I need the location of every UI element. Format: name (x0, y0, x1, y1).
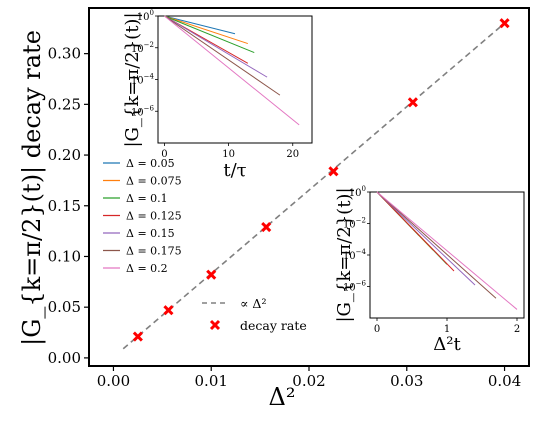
inset1-lines-layer (164, 15, 300, 126)
inset1-ticks: 0 10 20 100 10−2 10−4 10−6 (131, 9, 299, 160)
decay-rate-point (499, 18, 510, 29)
main-legend-decay-label: decay rate (240, 318, 307, 333)
main-y-tick-label: 0.25 (48, 95, 81, 113)
inset2-ticks: 0 1 2 100 10−2 10−4 10−6 (343, 185, 520, 335)
main-y-tick-label: 0.10 (48, 247, 81, 265)
main-x-tick-label: 0.04 (488, 372, 521, 390)
main-y-tick-label: 0.05 (48, 298, 81, 316)
main-legend-decay-swatch (209, 319, 221, 331)
inset2-x-tick-label: 0 (374, 324, 380, 335)
inset2-series-line (376, 191, 518, 310)
decay-rate-point (206, 269, 217, 280)
main-fit-layer (122, 22, 506, 350)
inset2-y-tick-label: 100 (349, 185, 366, 199)
decay-rate-point-stroke (407, 97, 418, 108)
decay-rate-point (163, 305, 174, 316)
series-legend-label: Δ = 0.1 (126, 192, 168, 205)
inset1-frame (157, 15, 313, 144)
inset2-lines-layer (376, 191, 518, 310)
inset1-series-line (164, 15, 236, 35)
inset1-y-axis-title: |G_{k=π/2}(t)| (122, 12, 143, 147)
series-legend-label: Δ = 0.125 (126, 210, 182, 223)
inset1-series-line (164, 15, 281, 96)
series-legend-label: Δ = 0.075 (126, 175, 182, 188)
inset2-y-tick-label: 10−4 (343, 248, 367, 262)
inset2-y-tick-label: 10−6 (343, 280, 367, 294)
inset1-x-axis-title: t/τ (223, 160, 246, 181)
inset1-series-line (164, 15, 300, 126)
inset1-y-tick-label: 10−6 (131, 104, 155, 118)
inset1-series-line (164, 15, 248, 45)
inset1-series-line (164, 15, 255, 54)
inset2-series-line (376, 191, 497, 299)
series-legend-label: Δ = 0.05 (126, 157, 175, 170)
series-legend-label: Δ = 0.175 (126, 245, 182, 258)
decay-rate-point-stroke (163, 305, 174, 316)
main-legend: ∝ Δ² decay rate (202, 296, 307, 333)
decay-rate-point-stroke (206, 269, 217, 280)
main-x-axis-title: Δ² (269, 383, 296, 411)
main-legend-fit-label: ∝ Δ² (240, 296, 266, 311)
inset2-x-axis-title: Δ²t (433, 334, 461, 355)
series-legend: Δ = 0.05 Δ = 0.075 Δ = 0.1 Δ = 0.125 Δ = 0.1… (103, 157, 182, 275)
inset2-series-line (376, 191, 476, 286)
main-y-tick-label: 0.30 (48, 45, 81, 63)
main-points-layer (132, 18, 510, 342)
inset2-x-tick-label: 2 (514, 324, 520, 335)
inset1-x-tick-label: 0 (161, 149, 167, 160)
inset2-y-axis-title: |G_{k=π/2}(t)| (334, 187, 355, 322)
main-x-tick-label: 0.03 (390, 372, 423, 390)
decay-rate-point-stroke (261, 221, 272, 233)
main-x-tick-label: 0.02 (292, 372, 325, 390)
inset2-x-tick-label: 1 (444, 324, 450, 335)
main-ticks: 0.00 0.01 0.02 0.03 0.04 0.00 0.05 0.10 0.15 0.20… (48, 45, 522, 390)
main-y-axis-title: |G_{k=π/2}(t)| decay rate (18, 30, 47, 346)
decay-rate-point (328, 166, 339, 177)
inset1-y-tick-label: 100 (137, 9, 154, 23)
fit-line (122, 22, 506, 350)
decay-rate-point (261, 221, 272, 233)
main-y-tick-label: 0.20 (48, 146, 81, 164)
decay-rate-point (407, 97, 418, 108)
main-x-tick-label: 0.01 (195, 372, 228, 390)
main-x-tick-label: 0.00 (97, 372, 130, 390)
main-y-tick-label: 0.15 (48, 197, 81, 215)
inset1-y-tick-label: 10−2 (131, 41, 154, 55)
main-x-axis-title-text: Δ² (269, 383, 296, 411)
decay-rate-point (132, 331, 143, 342)
inset1-series-line (164, 15, 268, 78)
decay-rate-point-stroke (328, 166, 339, 177)
main-y-tick-label: 0.00 (48, 349, 81, 367)
inset1-x-tick-label: 10 (222, 149, 235, 160)
inset2-series-line (376, 191, 455, 272)
inset2-y-tick-label: 10−2 (343, 217, 366, 231)
inset1-y-tick-label: 10−4 (131, 73, 155, 87)
series-legend-label: Δ = 0.2 (126, 262, 168, 275)
inset1-x-tick-label: 20 (286, 149, 299, 160)
decay-rate-point-stroke (499, 18, 510, 29)
series-legend-label: Δ = 0.15 (126, 227, 175, 240)
decay-rate-point-stroke (132, 331, 143, 342)
